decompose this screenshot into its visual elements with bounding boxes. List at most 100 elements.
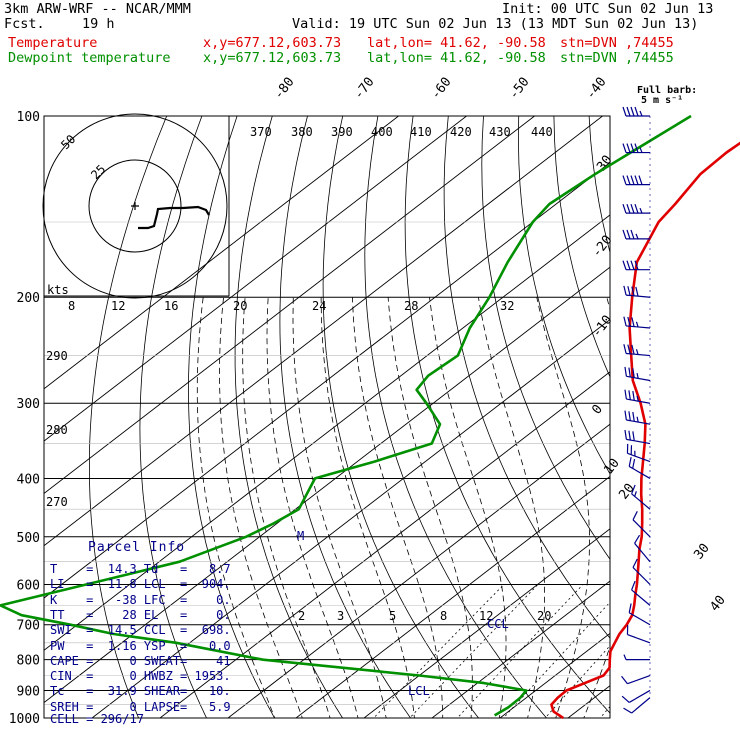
wind-barb-flag [624,389,627,400]
theta-label: 370 [250,125,272,139]
mixing-ratio-line [373,584,505,718]
dry-adiabat [364,116,548,718]
wind-barb-flag [628,430,631,441]
pressure-label: 400 [17,472,40,487]
pressure-label: 700 [17,619,40,634]
pressure-label: 600 [17,578,40,593]
theta-label: 400 [371,125,393,139]
wind-barb [627,634,651,644]
hodograph-speed-label: kts [47,283,69,297]
parcel-row: CAPE = 0 SWEAT= 41 [50,653,231,668]
temperature-profile [550,141,740,720]
isotherm-label: 40 [707,593,728,615]
isotherm-label: -60 [428,75,454,103]
theta-label: 410 [410,125,432,139]
wind-barb-half [635,349,639,355]
wind-barb-flag [632,511,638,521]
parcel-row: K = -38 LFC = 0. [50,592,231,607]
wind-barb [628,689,651,703]
moist-adiabat [320,297,415,718]
hodograph-speed-label: 16 [164,299,178,313]
wind-barb-flag [628,457,632,467]
hodograph-ring-label: 50 [58,132,78,152]
wind-barb [631,697,651,714]
mixing-ratio-line [599,705,610,718]
wind-barb-flag [626,260,631,270]
theta-label: 380 [291,125,313,139]
wind-barb-flag [631,317,635,327]
isotherm-label: 20 [616,481,637,503]
dewpoint-legend: Dewpoint temperature [8,50,171,66]
hodograph-speed-label: 32 [500,299,514,313]
wind-barb-flag [624,366,627,377]
wind-barb-flag [630,106,635,117]
pressure-label: 500 [17,531,40,546]
isotherm-label: 30 [691,541,712,563]
theta-label: 270 [46,495,68,509]
moist-adiabat [196,297,276,718]
plot-area [44,103,740,731]
wind-barb-flag [632,459,636,469]
wind-barb-half [639,207,643,214]
dry-adiabat [553,116,610,378]
full-barb-label: Full barb: [637,85,698,96]
mixing-ratio-label: 2 [298,609,305,623]
hodograph-center [131,202,139,210]
wind-barb [632,519,651,538]
isotherm [159,371,610,718]
forecast-label: Fcst. [4,16,45,32]
wind-barb-flag [632,390,635,401]
isotherm [499,632,610,718]
dry-adiabat [404,116,610,714]
valid-time: Valid: 19 UTC Sun 02 Jun 13 (13 MDT Sun … [292,16,699,32]
wind-barb-flag [631,286,635,296]
wind-barb-flag [634,175,639,185]
moist-adiabat [429,297,507,718]
mixing-ratio-line [502,601,610,718]
dry-adiabat [89,116,168,718]
wind-barb [631,493,651,510]
full-barb-units: 5 m s⁻¹ [641,95,684,106]
wind-barb-half [623,654,627,660]
dry-adiabat [443,116,610,639]
isotherm [431,580,610,718]
isotherm [227,423,610,718]
wind-barb-flag [632,431,635,441]
dry-adiabat [517,116,610,475]
mixing-ratio-label: 8 [440,609,447,623]
isotherm [567,685,610,718]
temperature-latlon: lat,lon= 41.62, -90.58 [367,35,546,51]
wind-barb-flag [630,229,635,240]
moist-adiabat [242,297,331,718]
isotherm [44,116,536,494]
isotherm [44,116,468,442]
hodograph-ring-label: 25 [88,162,108,182]
pressure-label: 200 [17,291,40,306]
wind-barb-flag [638,175,643,185]
wind-barb-flag [632,368,635,378]
init-time: Init: 00 UTC Sun 02 Jun 13 [502,1,714,17]
dry-adiabat [730,116,740,731]
wind-barb-flag [628,603,632,613]
isotherm [687,103,740,731]
wind-barb-flag [622,229,627,240]
dewpoint-latlon: lat,lon= 41.62, -90.58 [367,50,546,66]
wind-barb-half [636,395,639,402]
temperature-legend: Temperature [8,35,98,51]
theta-label: 280 [46,423,68,437]
isotherm-label: -80 [271,75,297,103]
wind-barb-flag [627,344,631,354]
wind-barb [628,612,651,626]
theta-label: 290 [46,349,68,363]
dry-adiabat [322,116,480,718]
mixing-ratio-line [544,645,610,718]
isotherm [44,266,610,704]
pressure-label: 100 [17,110,40,125]
wind-barb-flag [623,344,627,354]
isotherm [363,528,610,718]
wind-barb-flag [634,106,639,117]
wind-barb-flag [626,175,631,185]
theta-label: 420 [450,125,472,139]
parcel-row: PW = 1.16 YSP = 0.0 [50,638,231,653]
wind-barb-flag [624,410,627,421]
